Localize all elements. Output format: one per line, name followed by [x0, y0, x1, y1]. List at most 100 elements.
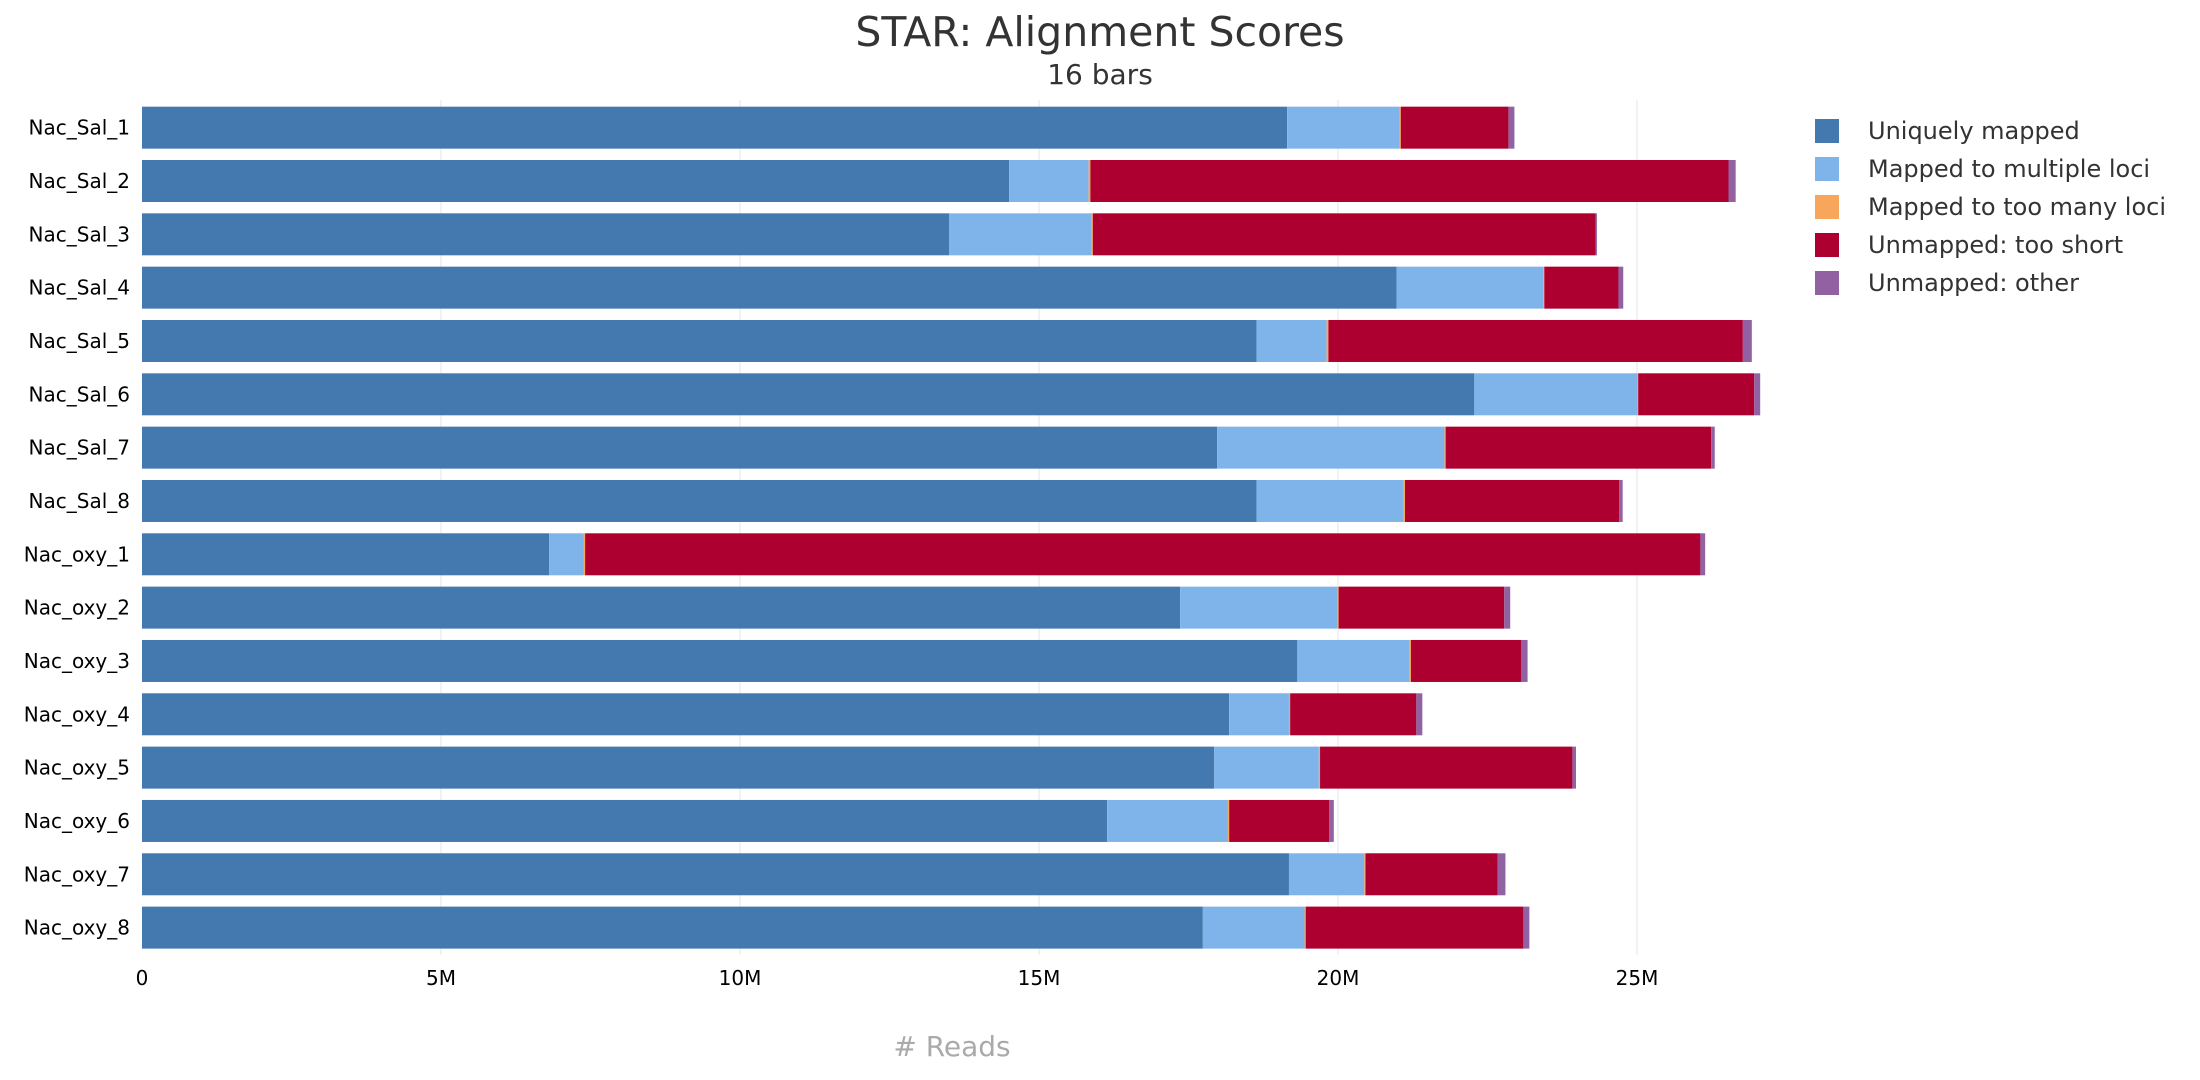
bar-segment[interactable] [1504, 586, 1511, 629]
bar-segment[interactable] [1444, 426, 1446, 469]
bar-segment[interactable] [142, 906, 1203, 949]
x-axis-title: # Reads [893, 1030, 1010, 1063]
bar-segment[interactable] [1288, 853, 1365, 896]
bar-segment[interactable] [1090, 159, 1729, 202]
legend-label: Unmapped: other [1868, 269, 2079, 297]
bar-segment[interactable] [1337, 586, 1339, 629]
category-label: Nac_oxy_7 [24, 862, 130, 886]
bar-segment[interactable] [1329, 799, 1334, 842]
bar-segment[interactable] [142, 426, 1218, 469]
bar-segment[interactable] [1229, 799, 1330, 842]
legend-item[interactable]: Unmapped: other [1815, 264, 2166, 302]
bar-segment[interactable] [1520, 639, 1528, 682]
bar-segment[interactable] [1523, 906, 1530, 949]
bar-segment[interactable] [1572, 746, 1577, 789]
bar-segment[interactable] [1202, 906, 1305, 949]
legend-item[interactable]: Mapped to multiple loci [1815, 150, 2166, 188]
bar-segment[interactable] [1403, 479, 1405, 522]
bar-segment[interactable] [1217, 426, 1445, 469]
bar-segment[interactable] [1009, 159, 1089, 202]
bar-segment[interactable] [142, 799, 1108, 842]
bar-segment[interactable] [1088, 159, 1091, 202]
bar-segment[interactable] [1399, 106, 1401, 149]
bar-segment[interactable] [142, 373, 1475, 416]
bar-segment[interactable] [1409, 639, 1411, 682]
legend-item[interactable]: Mapped to too many loci [1815, 188, 2166, 226]
bar-segment[interactable] [1711, 426, 1715, 469]
category-label: Nac_oxy_8 [24, 916, 130, 940]
bar-segment[interactable] [1544, 266, 1619, 309]
bar-segment[interactable] [1728, 159, 1736, 202]
bar-segment[interactable] [142, 213, 950, 256]
bar-segment[interactable] [142, 693, 1230, 736]
bar-segment[interactable] [1619, 479, 1623, 522]
category-label: Nac_Sal_2 [29, 169, 130, 193]
bar-segment[interactable] [585, 533, 1701, 576]
category-label-layer: Nac_Sal_1 Nac_Sal_2 Nac_Sal_3 Nac_Sal_4 Nac_… [24, 116, 130, 940]
bar-segment[interactable] [1400, 106, 1509, 149]
chart-title: STAR: Alignment Scores [855, 8, 1345, 56]
bar-segment[interactable] [1214, 746, 1319, 789]
legend-swatch [1815, 233, 1839, 257]
bar-segment[interactable] [1508, 106, 1515, 149]
x-tick-label: 0 [136, 966, 149, 990]
bar-segment[interactable] [1256, 319, 1327, 362]
bar-segment[interactable] [142, 159, 1010, 202]
bar-segment[interactable] [1304, 906, 1306, 949]
bar-segment[interactable] [1288, 693, 1291, 736]
bar-segment[interactable] [1595, 213, 1597, 256]
bar-segment[interactable] [1287, 106, 1400, 149]
bar-segment[interactable] [1107, 799, 1228, 842]
bar-segment[interactable] [1364, 853, 1366, 896]
legend-swatch [1815, 119, 1839, 143]
bar-segment[interactable] [1754, 373, 1761, 416]
bar-segment[interactable] [549, 533, 584, 576]
bar-segment[interactable] [142, 586, 1181, 629]
bar-segment[interactable] [1091, 213, 1093, 256]
bar-segment[interactable] [142, 106, 1288, 149]
bar-segment[interactable] [1328, 319, 1743, 362]
bar-segment[interactable] [1742, 319, 1752, 362]
x-tick-label: 20M [1317, 966, 1360, 990]
bar-segment[interactable] [1410, 639, 1521, 682]
bar-segment[interactable] [1474, 373, 1637, 416]
bar-segment[interactable] [142, 639, 1298, 682]
bar-segment[interactable] [1338, 586, 1505, 629]
bar-segment[interactable] [142, 853, 1289, 896]
category-label: Nac_oxy_1 [24, 542, 130, 566]
bar-segment[interactable] [1543, 266, 1545, 309]
bar-segment[interactable] [1700, 533, 1706, 576]
bar-segment[interactable] [142, 533, 550, 576]
bar-segment[interactable] [1404, 479, 1620, 522]
bar-segment[interactable] [1256, 479, 1404, 522]
bar-segment[interactable] [1320, 746, 1573, 789]
bar-segment[interactable] [1318, 746, 1321, 789]
bar-segment[interactable] [1290, 693, 1417, 736]
legend-item[interactable]: Uniquely mapped [1815, 112, 2166, 150]
bar-segment[interactable] [142, 479, 1257, 522]
bar-segment[interactable] [1396, 266, 1544, 309]
bar-segment[interactable] [1618, 266, 1624, 309]
category-label: Nac_oxy_5 [24, 756, 130, 780]
bar-segment[interactable] [1305, 906, 1524, 949]
bar-segment[interactable] [1227, 799, 1230, 842]
bar-segment[interactable] [1297, 639, 1410, 682]
bar-segment[interactable] [1638, 373, 1755, 416]
bar-segment[interactable] [1229, 693, 1289, 736]
bar-segment[interactable] [1497, 853, 1506, 896]
bar-segment[interactable] [583, 533, 586, 576]
x-tick-label: 25M [1616, 966, 1659, 990]
bar-segment[interactable] [1416, 693, 1423, 736]
bar-segment[interactable] [142, 266, 1397, 309]
legend-item[interactable]: Unmapped: too short [1815, 226, 2166, 264]
bar-segment[interactable] [142, 746, 1215, 789]
bar-segment[interactable] [1092, 213, 1596, 256]
bar-segment[interactable] [1326, 319, 1329, 362]
bar-segment[interactable] [142, 319, 1257, 362]
bar-segment[interactable] [1445, 426, 1712, 469]
bar-segment[interactable] [1180, 586, 1338, 629]
bar-segment[interactable] [949, 213, 1092, 256]
bar-segment[interactable] [1365, 853, 1498, 896]
bar-segment[interactable] [1637, 373, 1639, 416]
